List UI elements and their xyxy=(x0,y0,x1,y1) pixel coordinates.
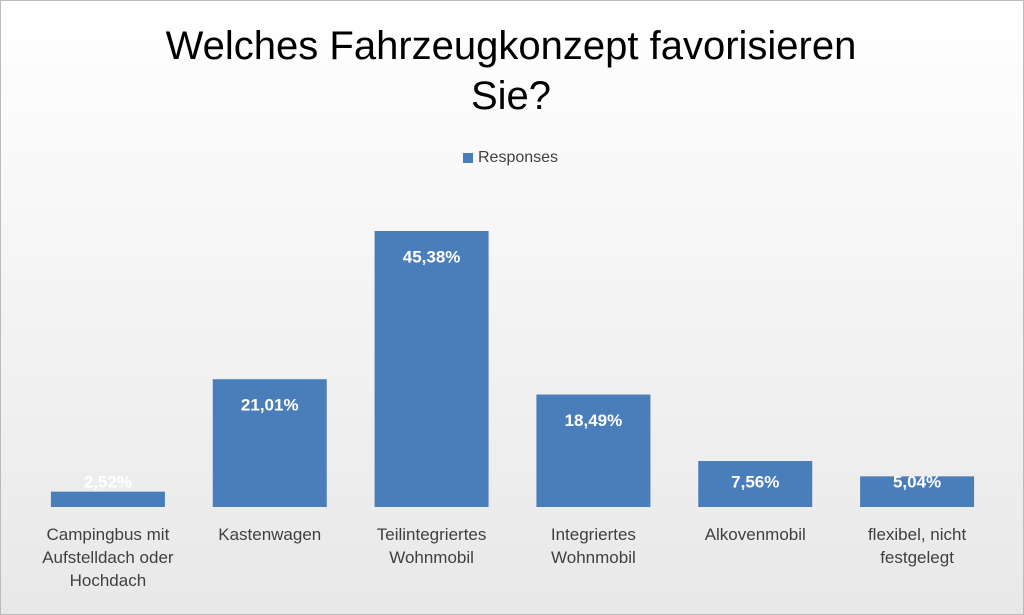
x-tick-label: flexibel, nicht festgelegt xyxy=(867,525,967,567)
legend-swatch xyxy=(463,153,473,163)
legend-label: Responses xyxy=(478,149,558,166)
value-label: 21,01% xyxy=(241,396,299,415)
value-label: 45,38% xyxy=(403,247,461,266)
value-label: 2,52% xyxy=(84,472,132,491)
x-tick-label: Integriertes Wohnmobil xyxy=(550,525,636,567)
bar xyxy=(536,394,651,507)
x-tick-label: Campingbus mit Aufstelldach oder Hochdac… xyxy=(42,525,174,590)
value-label: 18,49% xyxy=(565,411,623,430)
bar xyxy=(374,231,489,507)
bar xyxy=(50,491,165,507)
chart-title: Welches Fahrzeugkonzept favorisieren Sie… xyxy=(165,24,857,118)
bar xyxy=(212,379,327,507)
bar xyxy=(698,461,813,507)
x-tick-label: Alkovenmobil xyxy=(704,525,806,544)
value-label: 7,56% xyxy=(731,472,779,491)
x-tick-label: Kastenwagen xyxy=(218,525,322,544)
bar xyxy=(860,476,975,507)
value-label: 5,04% xyxy=(893,472,941,491)
x-tick-label: Teilintegriertes Wohnmobil xyxy=(376,525,487,567)
